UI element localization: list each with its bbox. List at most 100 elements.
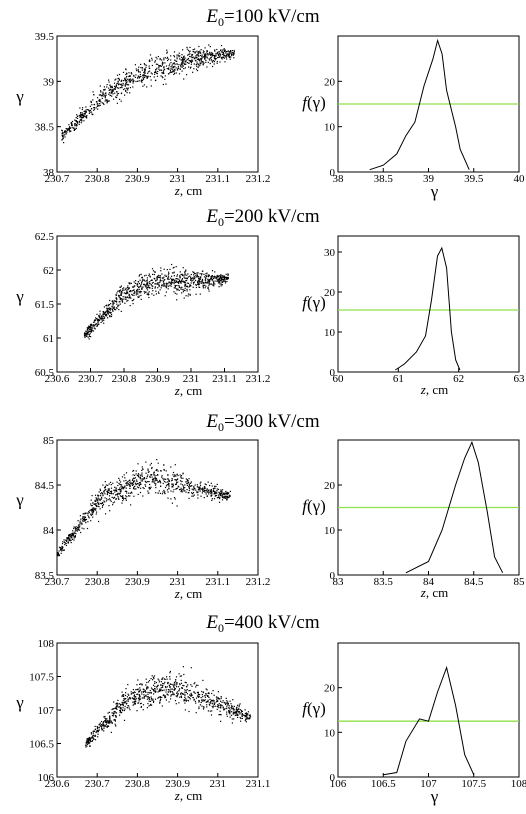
scatter-point	[154, 688, 156, 690]
scatter-point	[163, 69, 165, 71]
scatter-point	[139, 689, 142, 691]
scatter-point	[170, 55, 172, 57]
scatter-point	[150, 72, 152, 74]
scatter-point	[226, 492, 228, 494]
scatter-point	[126, 484, 128, 486]
scatter-point	[183, 486, 185, 489]
scatter-point	[80, 118, 82, 120]
scatter-point	[116, 307, 118, 309]
scatter-point	[132, 79, 134, 81]
scatter-point	[115, 294, 117, 297]
scatter-point	[137, 688, 139, 690]
scatter-point	[204, 699, 206, 701]
scatter-point	[222, 49, 224, 51]
scatter-point	[143, 477, 145, 479]
scatter-point	[138, 700, 140, 702]
scatter-point	[119, 299, 121, 301]
scatter-point	[172, 279, 174, 282]
scatter-point	[117, 703, 119, 705]
scatter-point	[113, 300, 115, 302]
scatter-point	[168, 701, 170, 703]
scatter-point	[114, 723, 116, 725]
scatter-point	[155, 690, 157, 692]
scatter-point	[86, 745, 88, 747]
scatter-point	[128, 495, 130, 497]
scatter-point	[172, 63, 174, 65]
scatter-point	[238, 706, 240, 708]
scatter-point	[180, 693, 182, 695]
scatter-point	[63, 142, 65, 144]
scatter-point	[198, 706, 200, 708]
scatter-point	[83, 520, 85, 522]
scatter-point	[116, 102, 118, 104]
scatter-point	[108, 100, 110, 102]
scatter-point	[216, 483, 218, 485]
scatter-point	[87, 521, 89, 523]
scatter-point	[81, 112, 83, 114]
scatter-point	[137, 679, 139, 681]
scatter-point	[201, 278, 204, 280]
scatter-point	[91, 113, 94, 116]
scatter-point	[79, 119, 81, 121]
scatter-point	[114, 489, 116, 491]
scatter-point	[221, 53, 224, 55]
scatter-point	[134, 480, 136, 482]
x-tick-label: 230.7	[78, 373, 103, 385]
scatter-point	[128, 84, 130, 86]
scatter-point	[178, 56, 180, 58]
scatter-point	[176, 482, 178, 484]
scatter-point	[104, 487, 106, 489]
scatter-point	[116, 494, 118, 496]
scatter-point	[180, 63, 182, 65]
scatter-point	[122, 80, 125, 82]
scatter-point	[102, 493, 104, 495]
scatter-point	[205, 688, 207, 690]
scatter-point	[174, 292, 176, 294]
scatter-point	[148, 67, 150, 69]
scatter-point	[190, 278, 192, 280]
scatter-point	[97, 502, 99, 504]
scatter-point	[102, 495, 104, 497]
scatter-point	[153, 478, 155, 480]
scatter-point	[201, 705, 203, 707]
scatter-point	[147, 686, 149, 688]
scatter-point	[168, 487, 170, 489]
scatter-point	[155, 72, 158, 74]
scatter-point	[176, 289, 178, 291]
x-tick-label: 231.2	[246, 576, 271, 588]
scatter-point	[101, 496, 103, 498]
scatter-point	[124, 94, 126, 96]
scatter-point	[139, 73, 141, 76]
scatter-point	[128, 78, 130, 80]
scatter-point	[125, 484, 127, 486]
scatter-point	[86, 117, 88, 119]
scatter-point	[219, 497, 221, 499]
scatter-point	[152, 480, 154, 482]
scatter-point	[111, 95, 113, 97]
scatter-point	[204, 280, 207, 282]
scatter-point	[125, 83, 127, 85]
scatter-point	[208, 692, 210, 695]
scatter-point	[144, 291, 147, 293]
scatter-point	[197, 494, 199, 496]
scatter-point	[146, 707, 148, 709]
scatter-point	[93, 94, 95, 96]
scatter-point	[117, 496, 119, 498]
scatter-point	[233, 52, 235, 54]
scatter-point	[168, 271, 170, 273]
scatter-point	[150, 279, 152, 282]
scatter-point	[217, 51, 219, 53]
scatter-point	[171, 282, 174, 284]
scatter-point	[148, 59, 151, 61]
scatter-point	[94, 728, 96, 730]
scatter-point	[166, 56, 169, 58]
scatter-point	[221, 701, 223, 703]
scatter-point	[130, 282, 132, 284]
scatter-point	[170, 498, 172, 500]
scatter-point	[98, 316, 100, 318]
panel-title: E0=400 kV/cm	[205, 612, 320, 635]
scatter-point	[217, 494, 219, 496]
scatter-point	[221, 499, 224, 501]
scatter-point	[175, 679, 177, 681]
scatter-point	[87, 330, 89, 332]
